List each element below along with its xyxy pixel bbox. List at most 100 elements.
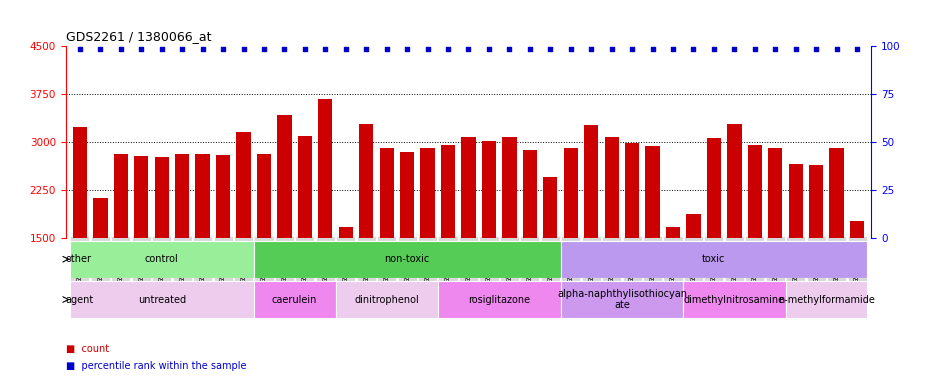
Bar — [154, 157, 168, 334]
Point — [502, 46, 517, 52]
Point — [297, 46, 312, 52]
Point — [747, 46, 762, 52]
Text: other: other — [66, 254, 92, 264]
Point — [256, 46, 271, 52]
Point — [706, 46, 721, 52]
Point — [624, 46, 639, 52]
Bar — [420, 149, 434, 334]
Bar — [481, 141, 495, 334]
Bar — [254, 241, 560, 278]
Bar — [784, 281, 867, 318]
Bar — [808, 165, 823, 334]
Bar — [706, 137, 721, 334]
Bar — [379, 149, 393, 334]
Point — [542, 46, 557, 52]
Point — [317, 46, 332, 52]
Bar — [768, 149, 782, 334]
Bar — [254, 281, 335, 318]
Bar — [788, 164, 802, 334]
Point — [828, 46, 843, 52]
Bar — [560, 281, 682, 318]
Text: n-methylformamide: n-methylformamide — [777, 295, 874, 305]
Bar — [747, 145, 761, 334]
Bar — [645, 146, 659, 334]
Text: untreated: untreated — [138, 295, 185, 305]
Text: agent: agent — [66, 295, 94, 305]
Point — [134, 46, 149, 52]
Bar — [69, 241, 254, 278]
Point — [481, 46, 496, 52]
Bar — [318, 99, 332, 334]
Point — [644, 46, 659, 52]
Bar — [461, 137, 475, 334]
Text: GDS2261 / 1380066_at: GDS2261 / 1380066_at — [66, 30, 211, 43]
Bar — [682, 281, 784, 318]
Text: control: control — [145, 254, 179, 264]
Bar — [604, 137, 618, 334]
Bar — [400, 152, 414, 334]
Point — [808, 46, 823, 52]
Bar — [335, 281, 437, 318]
Bar — [338, 227, 353, 334]
Bar — [113, 154, 128, 334]
Bar — [849, 221, 863, 334]
Point — [849, 46, 864, 52]
Bar — [583, 125, 598, 334]
Point — [461, 46, 475, 52]
Point — [93, 46, 108, 52]
Point — [174, 46, 189, 52]
Text: alpha-naphthylisothiocyan
ate: alpha-naphthylisothiocyan ate — [556, 289, 686, 310]
Point — [604, 46, 619, 52]
Point — [400, 46, 415, 52]
Bar — [236, 132, 251, 334]
Bar — [134, 156, 148, 334]
Text: toxic: toxic — [701, 254, 724, 264]
Text: ■  count: ■ count — [66, 344, 109, 354]
Bar — [358, 124, 373, 334]
Bar — [93, 199, 108, 334]
Point — [338, 46, 353, 52]
Bar — [277, 114, 291, 334]
Bar — [665, 227, 680, 334]
Point — [440, 46, 455, 52]
Bar — [215, 155, 230, 334]
Bar — [726, 124, 740, 334]
Point — [72, 46, 87, 52]
Bar — [522, 150, 536, 334]
Bar — [502, 137, 516, 334]
Bar — [563, 149, 578, 334]
Point — [583, 46, 598, 52]
Bar — [441, 145, 455, 334]
Bar — [69, 281, 254, 318]
Text: caerulein: caerulein — [271, 295, 317, 305]
Bar — [828, 149, 843, 334]
Point — [563, 46, 578, 52]
Point — [215, 46, 230, 52]
Point — [726, 46, 741, 52]
Bar — [298, 136, 312, 334]
Point — [277, 46, 292, 52]
Point — [521, 46, 536, 52]
Point — [358, 46, 373, 52]
Point — [665, 46, 680, 52]
Point — [767, 46, 782, 52]
Bar — [73, 127, 87, 334]
Text: non-toxic: non-toxic — [384, 254, 430, 264]
Point — [379, 46, 394, 52]
Point — [113, 46, 128, 52]
Bar — [624, 143, 638, 334]
Bar — [560, 241, 867, 278]
Text: dimethylnitrosamine: dimethylnitrosamine — [683, 295, 784, 305]
Text: rosiglitazone: rosiglitazone — [468, 295, 530, 305]
Point — [787, 46, 802, 52]
Point — [195, 46, 210, 52]
Bar — [437, 281, 560, 318]
Bar — [685, 214, 700, 334]
Text: ■  percentile rank within the sample: ■ percentile rank within the sample — [66, 361, 246, 371]
Bar — [256, 154, 271, 334]
Text: dinitrophenol: dinitrophenol — [354, 295, 418, 305]
Bar — [175, 154, 189, 334]
Point — [236, 46, 251, 52]
Bar — [196, 154, 210, 334]
Bar — [543, 177, 557, 334]
